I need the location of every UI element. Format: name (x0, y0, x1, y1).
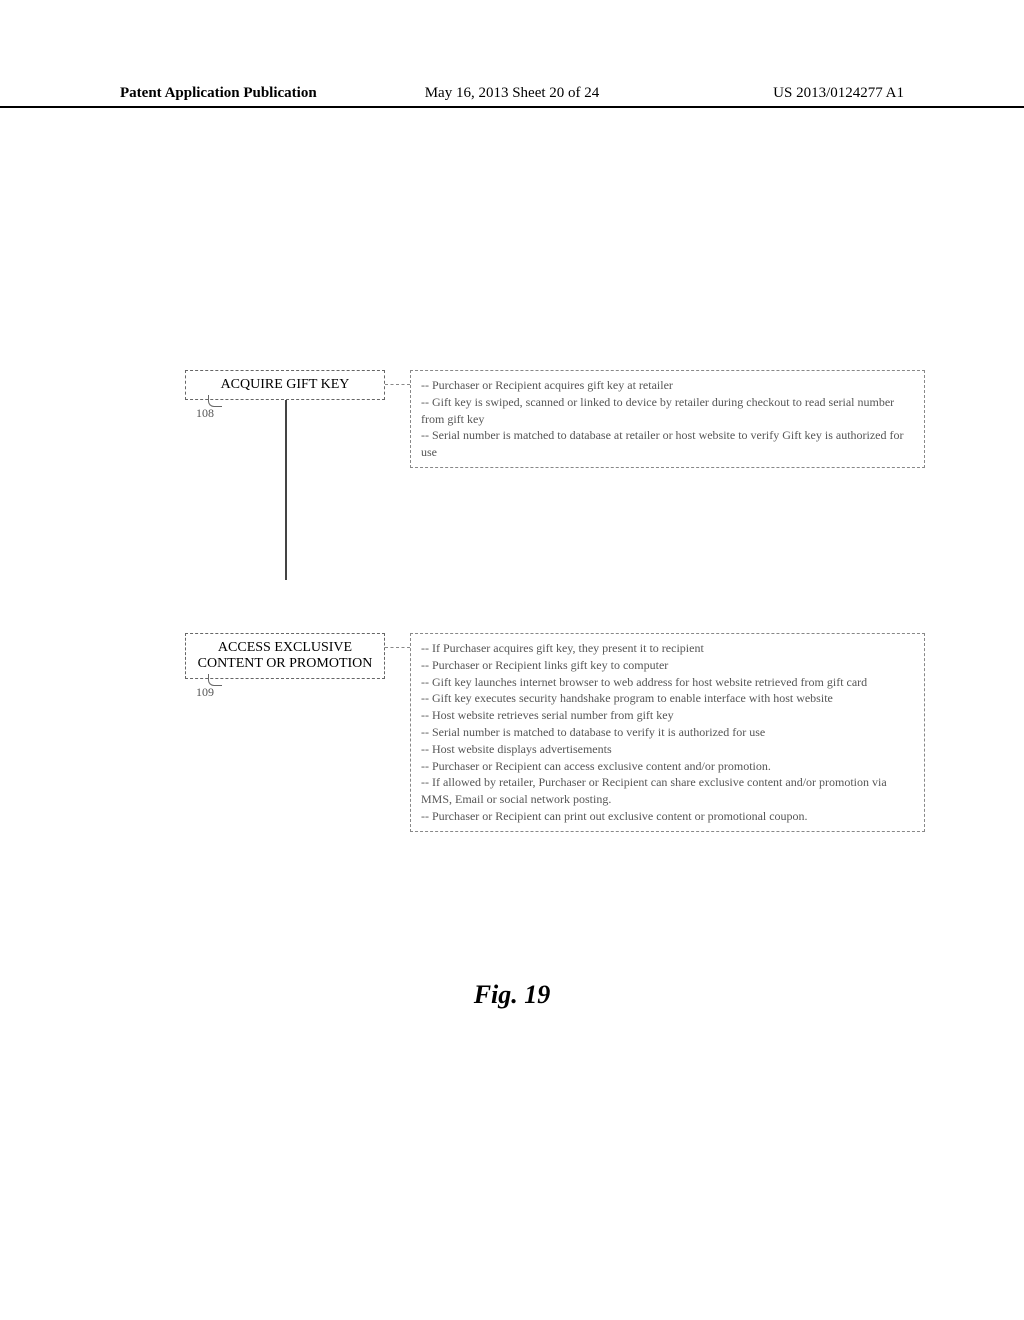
step-title: ACQUIRE GIFT KEY (221, 377, 350, 392)
step-details-1: -- Purchaser or Recipient acquires gift … (410, 370, 925, 468)
step-details-2: -- If Purchaser acquires gift key, they … (410, 633, 925, 832)
detail-line: -- Purchaser or Recipient links gift key… (421, 657, 914, 674)
step-number: 109 (196, 685, 214, 700)
step-title: ACCESS EXCLUSIVE CONTENT OR PROMOTION (198, 640, 373, 671)
detail-line: -- Purchaser or Recipient can access exc… (421, 758, 914, 775)
step-box-acquire: ACQUIRE GIFT KEY 108 (185, 370, 385, 400)
flow-step-1: ACQUIRE GIFT KEY 108 -- Purchaser or Rec… (185, 370, 925, 468)
header-left: Patent Application Publication (120, 85, 317, 102)
detail-line: -- Serial number is matched to database … (421, 724, 914, 741)
connector (385, 647, 410, 648)
header-center: May 16, 2013 Sheet 20 of 24 (425, 85, 600, 102)
detail-line: -- If allowed by retailer, Purchaser or … (421, 774, 914, 808)
connector (385, 384, 410, 385)
page-header: Patent Application Publication May 16, 2… (0, 85, 1024, 108)
detail-line: -- Gift key executes security handshake … (421, 690, 914, 707)
detail-line: -- If Purchaser acquires gift key, they … (421, 640, 914, 657)
figure-label: Fig. 19 (474, 980, 551, 1010)
detail-line: -- Purchaser or Recipient can print out … (421, 808, 914, 825)
detail-line: -- Gift key is swiped, scanned or linked… (421, 394, 914, 428)
step-box-access: ACCESS EXCLUSIVE CONTENT OR PROMOTION 10… (185, 633, 385, 679)
detail-line: -- Purchaser or Recipient acquires gift … (421, 377, 914, 394)
detail-line: -- Serial number is matched to database … (421, 427, 914, 461)
flowchart: ACQUIRE GIFT KEY 108 -- Purchaser or Rec… (185, 370, 925, 832)
detail-line: -- Host website displays advertisements (421, 741, 914, 758)
detail-line: -- Gift key launches internet browser to… (421, 674, 914, 691)
header-right: US 2013/0124277 A1 (773, 85, 904, 102)
detail-line: -- Host website retrieves serial number … (421, 707, 914, 724)
step-number: 108 (196, 406, 214, 421)
flow-step-2: ACCESS EXCLUSIVE CONTENT OR PROMOTION 10… (185, 633, 925, 832)
